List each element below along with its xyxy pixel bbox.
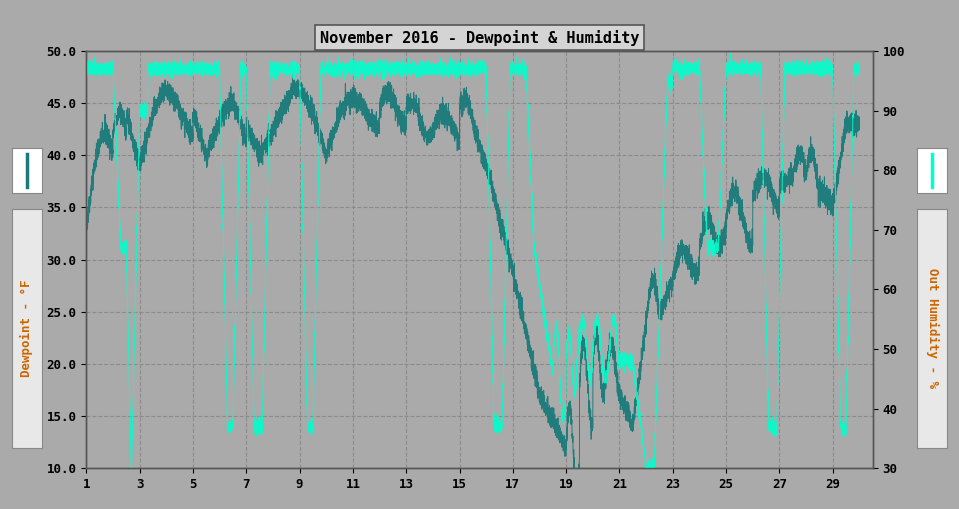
Text: Dewpoint - °F: Dewpoint - °F — [20, 279, 34, 377]
Text: Out Humidity - %: Out Humidity - % — [925, 268, 939, 388]
Title: November 2016 - Dewpoint & Humidity: November 2016 - Dewpoint & Humidity — [319, 30, 640, 46]
